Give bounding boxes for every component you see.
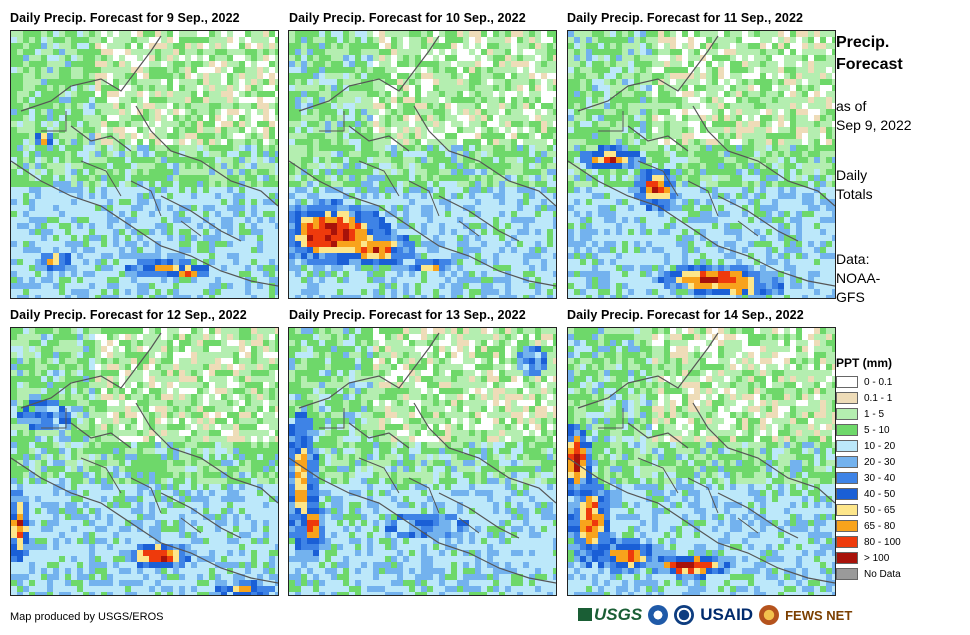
coastline xyxy=(568,332,835,584)
legend-row: 30 - 40 xyxy=(836,470,926,486)
legend-label: No Data xyxy=(864,568,901,580)
legend-title: PPT (mm) xyxy=(836,356,893,370)
fews-logo: FEWS NET xyxy=(785,607,853,623)
side-title-line2: Forecast xyxy=(836,56,903,73)
legend-swatch xyxy=(836,552,858,564)
legend-label: 40 - 50 xyxy=(864,488,896,500)
coastline xyxy=(568,35,835,287)
country-borders xyxy=(598,408,759,534)
country-borders xyxy=(41,408,202,534)
panel-title-3: Daily Precip. Forecast for 11 Sep., 2022 xyxy=(567,11,804,25)
side-data-line3: GFS xyxy=(836,289,865,305)
side-data-source: Data: NOAA- GFS xyxy=(836,250,880,307)
legend-label: 10 - 20 xyxy=(864,440,896,452)
panel-title-6: Daily Precip. Forecast for 14 Sep., 2022 xyxy=(567,308,804,322)
side-totals-line2: Totals xyxy=(836,186,873,202)
legend-row: 1 - 5 xyxy=(836,406,926,422)
side-asof-line1: as of xyxy=(836,98,867,114)
legend-row: 65 - 80 xyxy=(836,518,926,534)
legend-row: > 100 xyxy=(836,550,926,566)
map-panel-3 xyxy=(567,30,836,299)
map-panel-5 xyxy=(288,327,557,596)
legend-swatch xyxy=(836,488,858,500)
panel-title-5: Daily Precip. Forecast for 13 Sep., 2022 xyxy=(289,308,526,322)
panel-title-4: Daily Precip. Forecast for 12 Sep., 2022 xyxy=(10,308,247,322)
legend-row: 0.1 - 1 xyxy=(836,390,926,406)
legend-label: 65 - 80 xyxy=(864,520,896,532)
country-borders xyxy=(41,111,202,237)
legend-swatch xyxy=(836,376,858,388)
map-panel-6 xyxy=(567,327,836,596)
side-totals: Daily Totals xyxy=(836,166,873,204)
country-borders xyxy=(319,111,480,237)
side-data-line1: Data: xyxy=(836,251,870,267)
legend-swatch xyxy=(836,456,858,468)
coastline xyxy=(11,35,278,287)
legend-swatch xyxy=(836,472,858,484)
legend-label: 1 - 5 xyxy=(864,408,885,420)
legend-label: 20 - 30 xyxy=(864,456,896,468)
legend-row: 80 - 100 xyxy=(836,534,926,550)
usgs-mark-icon xyxy=(578,608,592,621)
legend-row: 10 - 20 xyxy=(836,438,926,454)
legend-row: 0 - 0.1 xyxy=(836,374,926,390)
legend-swatch xyxy=(836,392,858,404)
legend-label: 0.1 - 1 xyxy=(864,392,893,404)
legend-swatch xyxy=(836,424,858,436)
usgs-logo: USGS xyxy=(578,605,642,625)
country-borders xyxy=(319,408,480,534)
coastline xyxy=(11,332,278,584)
side-data-line2: NOAA- xyxy=(836,270,881,286)
legend-swatch xyxy=(836,408,858,420)
map-panel-1 xyxy=(10,30,279,299)
map-credit: Map produced by USGS/EROS xyxy=(10,611,164,623)
legend: PPT (mm) 0 - 0.1 0.1 - 1 1 - 5 5 - 10 10 - 2… xyxy=(836,356,926,582)
legend-swatch xyxy=(836,568,858,580)
legend-row: 20 - 30 xyxy=(836,454,926,470)
legend-label: 30 - 40 xyxy=(864,472,896,484)
side-title-line1: Precip. xyxy=(836,34,890,51)
legend-row: 5 - 10 xyxy=(836,422,926,438)
usaid-logo: USAID xyxy=(700,605,754,624)
legend-label: 0 - 0.1 xyxy=(864,376,893,388)
legend-label: 5 - 10 xyxy=(864,424,890,436)
coastline xyxy=(289,35,556,287)
side-asof: as of Sep 9, 2022 xyxy=(836,97,912,135)
legend-label: 50 - 65 xyxy=(864,504,896,516)
noaa-logo-icon xyxy=(648,605,669,625)
logo-bar: USGS USAID FEWS NET xyxy=(578,602,852,628)
legend-row: No Data xyxy=(836,566,926,582)
legend-row: 40 - 50 xyxy=(836,486,926,502)
map-panel-4 xyxy=(10,327,279,596)
panel-title-1: Daily Precip. Forecast for 9 Sep., 2022 xyxy=(10,11,240,25)
map-panel-2 xyxy=(288,30,557,299)
legend-label: 80 - 100 xyxy=(864,536,901,548)
side-asof-line2: Sep 9, 2022 xyxy=(836,117,912,133)
panel-title-2: Daily Precip. Forecast for 10 Sep., 2022 xyxy=(289,11,526,25)
legend-label: > 100 xyxy=(864,552,890,564)
legend-rows: 0 - 0.1 0.1 - 1 1 - 5 5 - 10 10 - 20 20 - 30 3… xyxy=(836,374,926,582)
side-totals-line1: Daily xyxy=(836,167,868,183)
usgs-logo-text: USGS xyxy=(594,605,643,624)
legend-row: 50 - 65 xyxy=(836,502,926,518)
legend-swatch xyxy=(836,504,858,516)
nasa-seal-icon xyxy=(674,605,695,625)
legend-swatch xyxy=(836,536,858,548)
coastline xyxy=(289,332,556,584)
fews-globe-icon xyxy=(759,605,780,625)
country-borders xyxy=(598,111,759,237)
side-title: Precip. Forecast xyxy=(836,32,903,76)
legend-swatch xyxy=(836,440,858,452)
legend-swatch xyxy=(836,520,858,532)
